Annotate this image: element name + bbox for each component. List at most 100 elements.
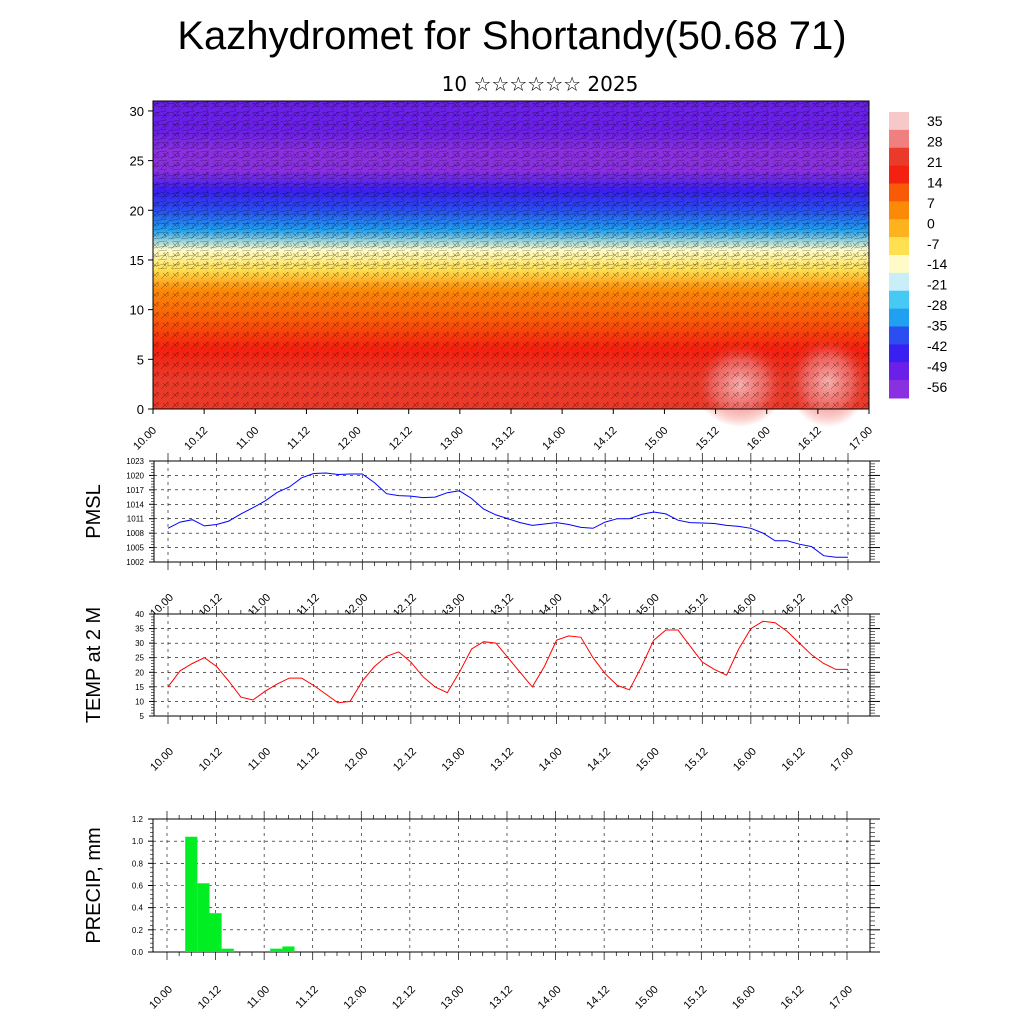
- colorbar-label: 7: [927, 195, 935, 211]
- y-tick-label: 25: [130, 154, 144, 169]
- y-tick-label: 15: [130, 253, 144, 268]
- x-tick-label: 15.00: [643, 425, 671, 453]
- y-tick-label: 1017: [126, 486, 144, 495]
- x-tick-label: 10.12: [197, 746, 225, 774]
- y-tick-label: 15: [135, 683, 144, 692]
- colorbar-label: -42: [927, 338, 947, 354]
- precip-bar: [185, 836, 198, 952]
- colorbar-label: 14: [927, 175, 943, 191]
- y-tick-label: 1002: [126, 558, 144, 567]
- precip-bar: [221, 948, 234, 952]
- precip-bar: [282, 946, 295, 952]
- precip-panel: 0.0 0.2 0.4 0.6 0.8 1.0 1.2 10.00 10.12 11.00 11.1…: [83, 811, 880, 1012]
- precip-bar: [197, 883, 210, 952]
- x-tick-label: 15.12: [681, 984, 709, 1012]
- colorbar-swatch: [889, 129, 909, 149]
- y-tick-label: 30: [135, 639, 144, 648]
- x-tick-label: 12.12: [391, 746, 419, 774]
- y-tick-label: 20: [130, 203, 144, 218]
- series-line: [167, 472, 848, 558]
- x-tick-label: 11.12: [293, 984, 320, 1011]
- page-title: Kazhydromet for Shortandy(50.68 71): [177, 14, 847, 58]
- colorbar-swatch: [889, 272, 909, 292]
- x-tick-label: 15.00: [634, 746, 662, 774]
- x-tick-label: 14.12: [584, 984, 612, 1012]
- precip-bar: [270, 948, 283, 952]
- colorbar-label: -14: [927, 256, 947, 272]
- x-tick-label: 10.00: [147, 984, 175, 1012]
- x-tick-label: 12.12: [387, 425, 415, 453]
- x-tick-label: 16.00: [745, 425, 773, 453]
- x-tick-label: 14.00: [537, 746, 565, 774]
- y-tick-label: 20: [135, 668, 144, 677]
- colorbar-label: -35: [927, 318, 947, 334]
- x-tick-label: 14.00: [540, 425, 568, 453]
- series-line: [167, 620, 848, 704]
- colorbar-label: -28: [927, 297, 947, 313]
- x-tick-label: 14.00: [536, 984, 564, 1012]
- y-tick-label: 1014: [126, 500, 144, 509]
- x-tick-label: 11.00: [245, 984, 272, 1011]
- x-tick-label: 15.12: [682, 746, 710, 774]
- colorbar-swatch: [889, 308, 909, 327]
- y-tick-label: 1023: [126, 457, 144, 466]
- y-tick-label: 0: [137, 402, 144, 417]
- colorbar-swatch: [889, 165, 909, 184]
- y-tick-label: 5: [137, 352, 144, 367]
- y-axis-label: TEMP at 2 M: [83, 607, 105, 723]
- x-tick-label: 13.12: [489, 425, 517, 453]
- colorbar-swatch: [889, 362, 909, 381]
- colorbar-label: 0: [927, 215, 935, 231]
- x-tick-label: 17.00: [827, 984, 855, 1012]
- x-tick-label: 16.12: [779, 984, 807, 1012]
- x-tick-label: 11.12: [294, 746, 321, 773]
- wind-vectors: [153, 101, 869, 271]
- colorbar-swatch: [889, 380, 909, 399]
- x-tick-label: 10.00: [148, 746, 176, 774]
- x-tick-label: 15.00: [633, 984, 661, 1012]
- x-tick-label: 11.12: [285, 425, 312, 452]
- precip-bar: [209, 913, 222, 952]
- y-tick-label: 1020: [126, 471, 144, 480]
- y-tick-label: 5: [140, 712, 145, 721]
- x-tick-label: 13.00: [439, 984, 467, 1012]
- colorbar-swatch: [889, 255, 909, 274]
- cross-section-panel: 0 5 10 15 20 25 30 10.00 10.12 11.00 11.12 12.00 12.…: [130, 100, 875, 453]
- y-tick-label: 0.4: [132, 904, 144, 913]
- y-tick-label: 1.0: [132, 837, 144, 846]
- x-tick-label: 14.12: [591, 425, 619, 453]
- page-subtitle: 10 ☆☆☆☆☆☆ 2025: [441, 72, 639, 96]
- y-tick-label: 10: [130, 303, 144, 318]
- x-tick-label: 10.12: [196, 984, 224, 1012]
- x-tick-label: 10.00: [131, 425, 159, 453]
- colorbar-swatch: [889, 290, 909, 310]
- y-tick-label: 0.6: [132, 882, 144, 891]
- colorbar-swatch: [889, 183, 909, 202]
- x-tick-label: 16.12: [796, 425, 824, 453]
- x-tick-label: 11.00: [234, 425, 261, 452]
- x-tick-label: 14.12: [585, 746, 613, 774]
- x-tick-label: 10.12: [182, 425, 210, 453]
- x-tick-label: 15.12: [694, 425, 722, 453]
- x-tick-label: 16.12: [780, 746, 808, 774]
- colorbar-label: -49: [927, 358, 947, 374]
- x-tick-label: 16.00: [731, 746, 759, 774]
- x-tick-label: 17.00: [828, 746, 856, 774]
- x-tick-label: 17.00: [847, 425, 875, 453]
- colorbar-label: 28: [927, 134, 943, 150]
- x-tick-label: 11.00: [246, 746, 273, 773]
- colorbar-swatch: [889, 201, 909, 220]
- y-tick-label: 0.8: [132, 859, 144, 868]
- colorbar-label: 35: [927, 113, 943, 129]
- colorbar-swatch: [889, 147, 909, 167]
- colorbar-swatch: [889, 326, 909, 345]
- x-tick-label: 12.00: [342, 746, 370, 774]
- temp-panel: 5 10 15 20 25 30 35 40 10.00 10.12 11.00 11.12 12.00…: [83, 606, 880, 774]
- x-tick-label: 12.00: [341, 984, 369, 1012]
- y-axis-label: PRECIP, mm: [83, 827, 105, 943]
- colorbar-label: -7: [927, 236, 940, 252]
- y-tick-label: 1005: [126, 544, 144, 553]
- colorbar: 35 28 21 14 7 0 -7 -14 -21 -28 -35 -42 -49 -56: [889, 112, 947, 399]
- x-tick-label: 12.00: [336, 425, 364, 453]
- y-tick-label: 0.0: [132, 948, 144, 957]
